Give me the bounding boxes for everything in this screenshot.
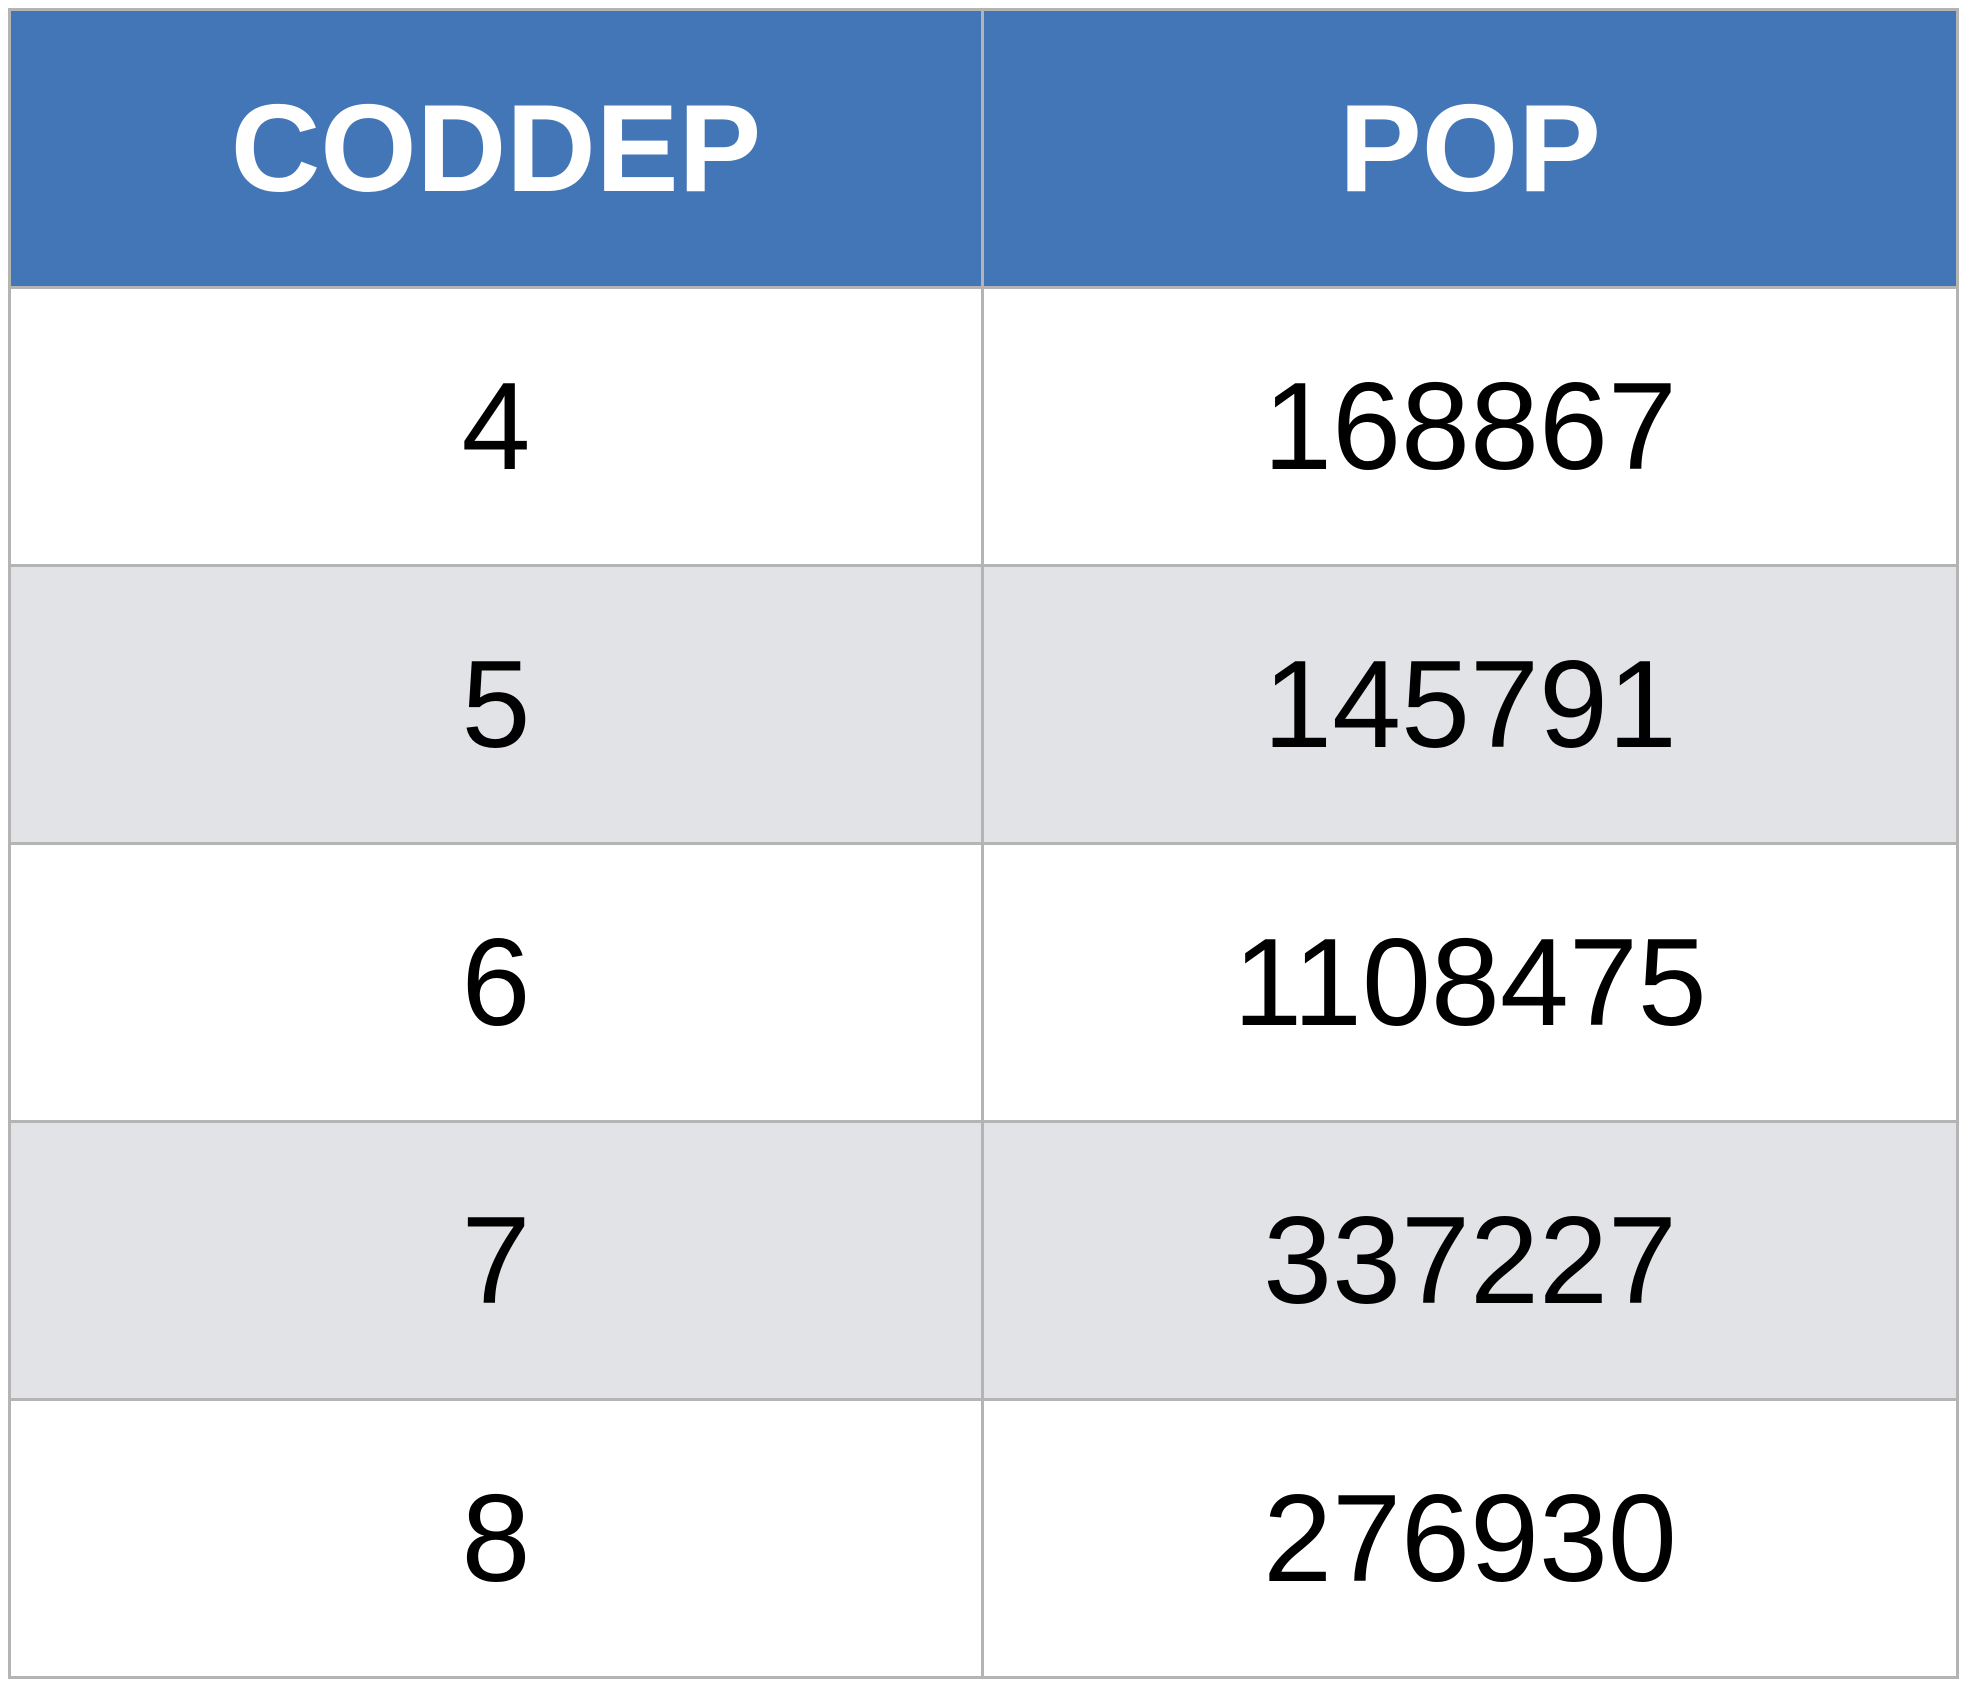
- header-row: CODDEP POP: [8, 8, 1959, 289]
- column-header-pop: POP: [981, 8, 1959, 289]
- population-table: CODDEP POP 4 168867 5 145791 6 1108475 7…: [8, 8, 1959, 1679]
- cell-coddep: 6: [8, 842, 984, 1123]
- table-row: 5 145791: [8, 564, 1959, 845]
- cell-pop: 337227: [981, 1120, 1959, 1401]
- cell-coddep: 5: [8, 564, 984, 845]
- table-row: 4 168867: [8, 286, 1959, 567]
- table-row: 8 276930: [8, 1398, 1959, 1679]
- cell-pop: 145791: [981, 564, 1959, 845]
- cell-coddep: 4: [8, 286, 984, 567]
- column-header-coddep: CODDEP: [8, 8, 984, 289]
- cell-pop: 276930: [981, 1398, 1959, 1679]
- cell-coddep: 8: [8, 1398, 984, 1679]
- table-row: 7 337227: [8, 1120, 1959, 1401]
- cell-pop: 168867: [981, 286, 1959, 567]
- cell-coddep: 7: [8, 1120, 984, 1401]
- table-row: 6 1108475: [8, 842, 1959, 1123]
- cell-pop: 1108475: [981, 842, 1959, 1123]
